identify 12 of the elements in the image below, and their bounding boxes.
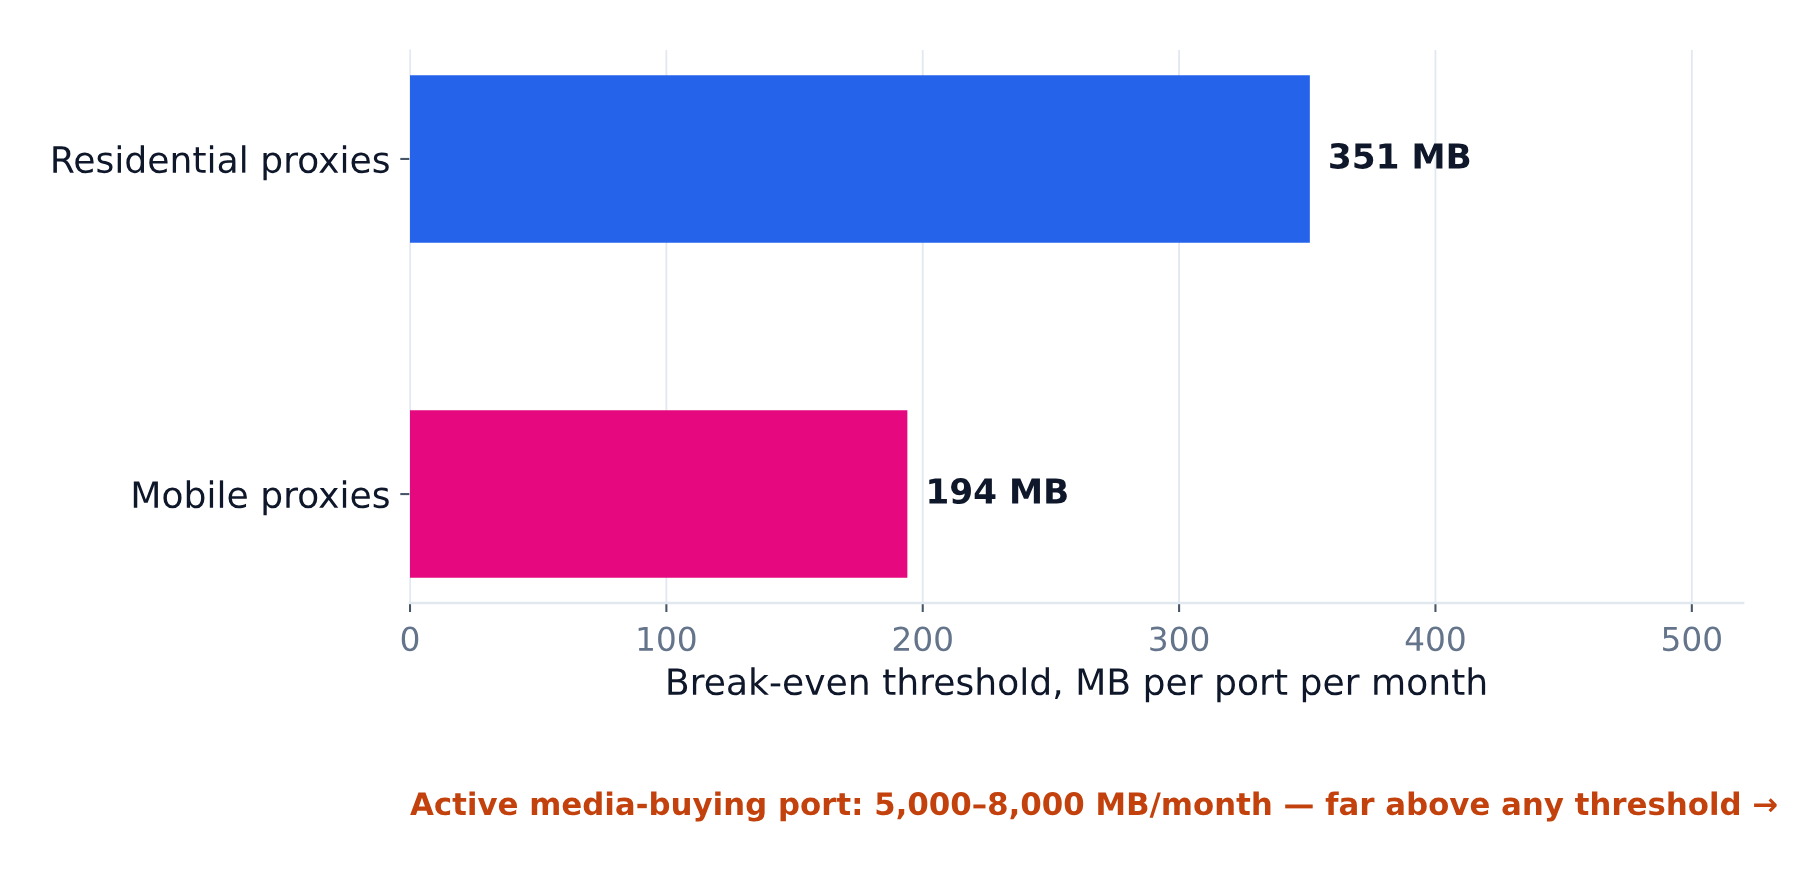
data-label: 194 MB xyxy=(929,478,1067,505)
y-tick-label: Residential proxies xyxy=(53,145,389,181)
y-tick-label: Mobile proxies xyxy=(133,480,389,516)
x-tick-label: 400 xyxy=(1405,626,1465,652)
data-label: 351 MB xyxy=(1330,142,1470,169)
x-tick-label: 200 xyxy=(893,626,952,652)
x-tick-label: 100 xyxy=(638,626,696,652)
text: Active media-buying port: 5,000–8,000 MB/month — far above any threshold → xyxy=(410,791,1777,822)
x-axis-title: Break-even threshold, MB per port per month xyxy=(668,667,1486,703)
x-tick-label: 500 xyxy=(1663,626,1721,652)
x-tick-label: 300 xyxy=(1150,626,1209,652)
x-tick-label: 0 xyxy=(401,626,419,652)
